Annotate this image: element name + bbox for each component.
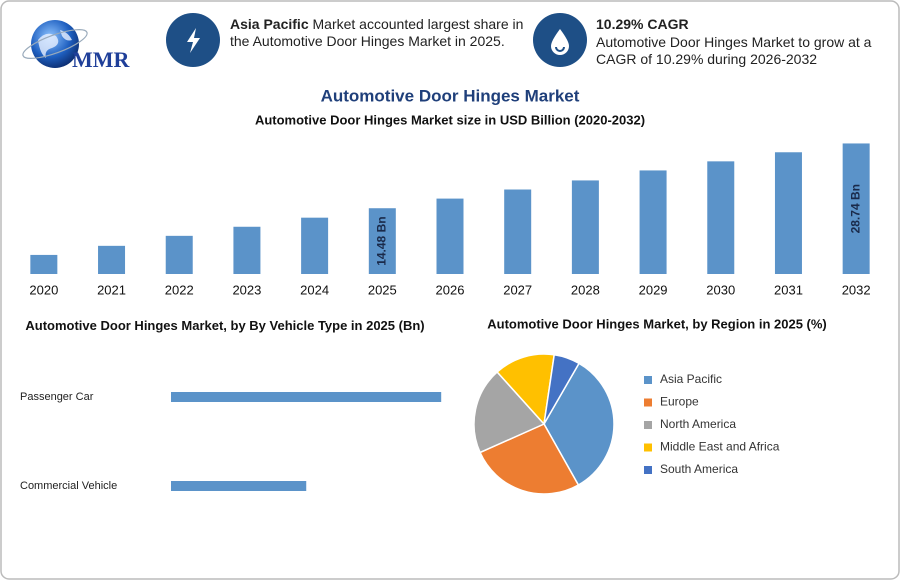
hbar-title: Automotive Door Hinges Market, by By Veh… bbox=[25, 318, 425, 333]
chart-subtitle: Automotive Door Hinges Market size in US… bbox=[255, 112, 645, 127]
x-tick-label: 2023 bbox=[232, 282, 261, 297]
legend-label: Asia Pacific bbox=[660, 372, 722, 386]
legend-swatch bbox=[644, 443, 652, 452]
legend-label: Middle East and Africa bbox=[660, 440, 780, 454]
drop-detail bbox=[555, 46, 565, 52]
x-tick-label: 2029 bbox=[639, 282, 668, 297]
x-tick-label: 2021 bbox=[97, 282, 126, 297]
hbar bbox=[171, 481, 307, 491]
bar bbox=[842, 143, 870, 274]
share-region: Asia Pacific bbox=[230, 16, 309, 32]
legend-label: North America bbox=[660, 417, 736, 431]
x-tick-label: 2028 bbox=[571, 282, 600, 297]
logo-text: MMR bbox=[72, 47, 131, 72]
lightning-icon bbox=[187, 28, 200, 53]
legend-swatch bbox=[644, 466, 652, 474]
bar bbox=[436, 198, 464, 274]
cagr-title: 10.29% CAGR bbox=[596, 16, 689, 32]
x-tick-label: 2027 bbox=[503, 282, 532, 297]
x-tick-label: 2032 bbox=[842, 282, 871, 297]
bar bbox=[30, 254, 58, 274]
bar bbox=[368, 208, 396, 274]
x-tick-label: 2022 bbox=[165, 282, 194, 297]
y-tick-label: Passenger Car bbox=[20, 391, 94, 403]
hbar bbox=[171, 392, 442, 402]
chart-title: Automotive Door Hinges Market bbox=[321, 86, 580, 105]
value-label: 28.74 Bn bbox=[848, 184, 862, 233]
x-tick-label: 2031 bbox=[774, 282, 803, 297]
legend-label: Europe bbox=[660, 395, 699, 409]
x-tick-label: 2030 bbox=[706, 282, 735, 297]
x-tick-label: 2025 bbox=[368, 282, 397, 297]
bar bbox=[504, 189, 532, 274]
bar bbox=[639, 170, 667, 274]
legend-label: South America bbox=[660, 462, 738, 476]
logo-ring bbox=[22, 29, 88, 59]
pie-slice bbox=[479, 423, 580, 495]
bar bbox=[233, 226, 261, 274]
bar bbox=[165, 235, 193, 274]
cagr-text: Automotive Door Hinges Market to grow at… bbox=[596, 34, 872, 67]
legend-swatch bbox=[644, 421, 652, 429]
bar bbox=[98, 245, 126, 274]
bar bbox=[571, 180, 599, 274]
pie-slice bbox=[473, 370, 546, 454]
bar bbox=[774, 152, 802, 274]
pie-title: Automotive Door Hinges Market, by Region… bbox=[487, 316, 827, 331]
x-tick-label: 2024 bbox=[300, 282, 329, 297]
pie-slice bbox=[543, 353, 581, 425]
pie-slice bbox=[496, 353, 556, 426]
share-note: Asia Pacific Market accounted largest sh… bbox=[230, 16, 530, 50]
legend-swatch bbox=[644, 398, 652, 407]
x-tick-label: 2020 bbox=[29, 282, 58, 297]
legend-swatch bbox=[644, 376, 652, 384]
bar bbox=[707, 161, 735, 274]
y-tick-label: Commercial Vehicle bbox=[20, 480, 117, 492]
share-text: Market accounted largest share in the Au… bbox=[230, 16, 524, 49]
bar bbox=[301, 217, 329, 274]
value-label: 14.48 Bn bbox=[374, 216, 388, 265]
x-tick-label: 2026 bbox=[436, 282, 465, 297]
